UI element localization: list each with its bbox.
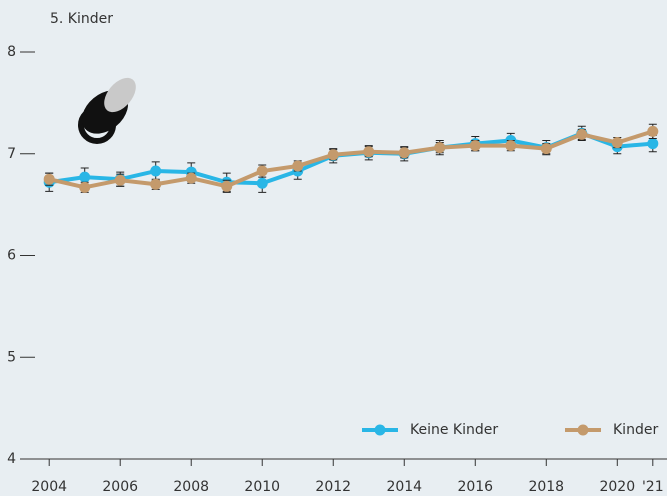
- legend-label: Kinder: [613, 422, 658, 438]
- legend-marker: [375, 425, 386, 436]
- x-tick-label: 2004: [31, 479, 67, 495]
- data-point: [647, 126, 658, 137]
- y-tick-label: 8: [7, 44, 16, 60]
- y-tick-label: 5: [7, 349, 16, 365]
- data-point: [257, 166, 268, 177]
- chart: 5. Kinder 4 5 6 7 8 2004 2006 2008 2010 2012 2014 2…: [0, 0, 667, 496]
- data-point: [186, 173, 197, 184]
- data-point: [79, 172, 90, 183]
- x-tick-label: 2016: [457, 479, 493, 495]
- data-point: [612, 137, 623, 148]
- x-tick-label: 2014: [386, 479, 422, 495]
- x-tick-label: 2006: [102, 479, 138, 495]
- data-point: [434, 142, 445, 153]
- x-tick-label: 2018: [528, 479, 564, 495]
- data-point: [221, 181, 232, 192]
- data-point: [363, 146, 374, 157]
- legend-label: Keine Kinder: [410, 422, 498, 438]
- data-point: [399, 147, 410, 158]
- y-tick-label: 7: [7, 146, 16, 162]
- data-point: [150, 179, 161, 190]
- data-point: [150, 166, 161, 177]
- x-tick-label: 2020: [599, 479, 635, 495]
- data-point: [44, 174, 55, 185]
- data-point: [115, 175, 126, 186]
- x-tick-label: 2010: [244, 479, 280, 495]
- x-tick-label: '21: [642, 479, 664, 495]
- data-point: [541, 143, 552, 154]
- x-tick-label: 2008: [173, 479, 209, 495]
- data-point: [292, 160, 303, 171]
- x-tick-label: 2012: [315, 479, 351, 495]
- data-point: [505, 140, 516, 151]
- data-point: [257, 178, 268, 189]
- data-point: [647, 138, 658, 149]
- y-tick-label: 6: [7, 248, 16, 264]
- data-point: [470, 140, 481, 151]
- background: [0, 0, 667, 496]
- legend-marker: [578, 425, 589, 436]
- data-point: [328, 149, 339, 160]
- chart-title: 5. Kinder: [50, 11, 113, 27]
- data-point: [576, 129, 587, 140]
- y-tick-label: 4: [7, 451, 16, 467]
- data-point: [79, 182, 90, 193]
